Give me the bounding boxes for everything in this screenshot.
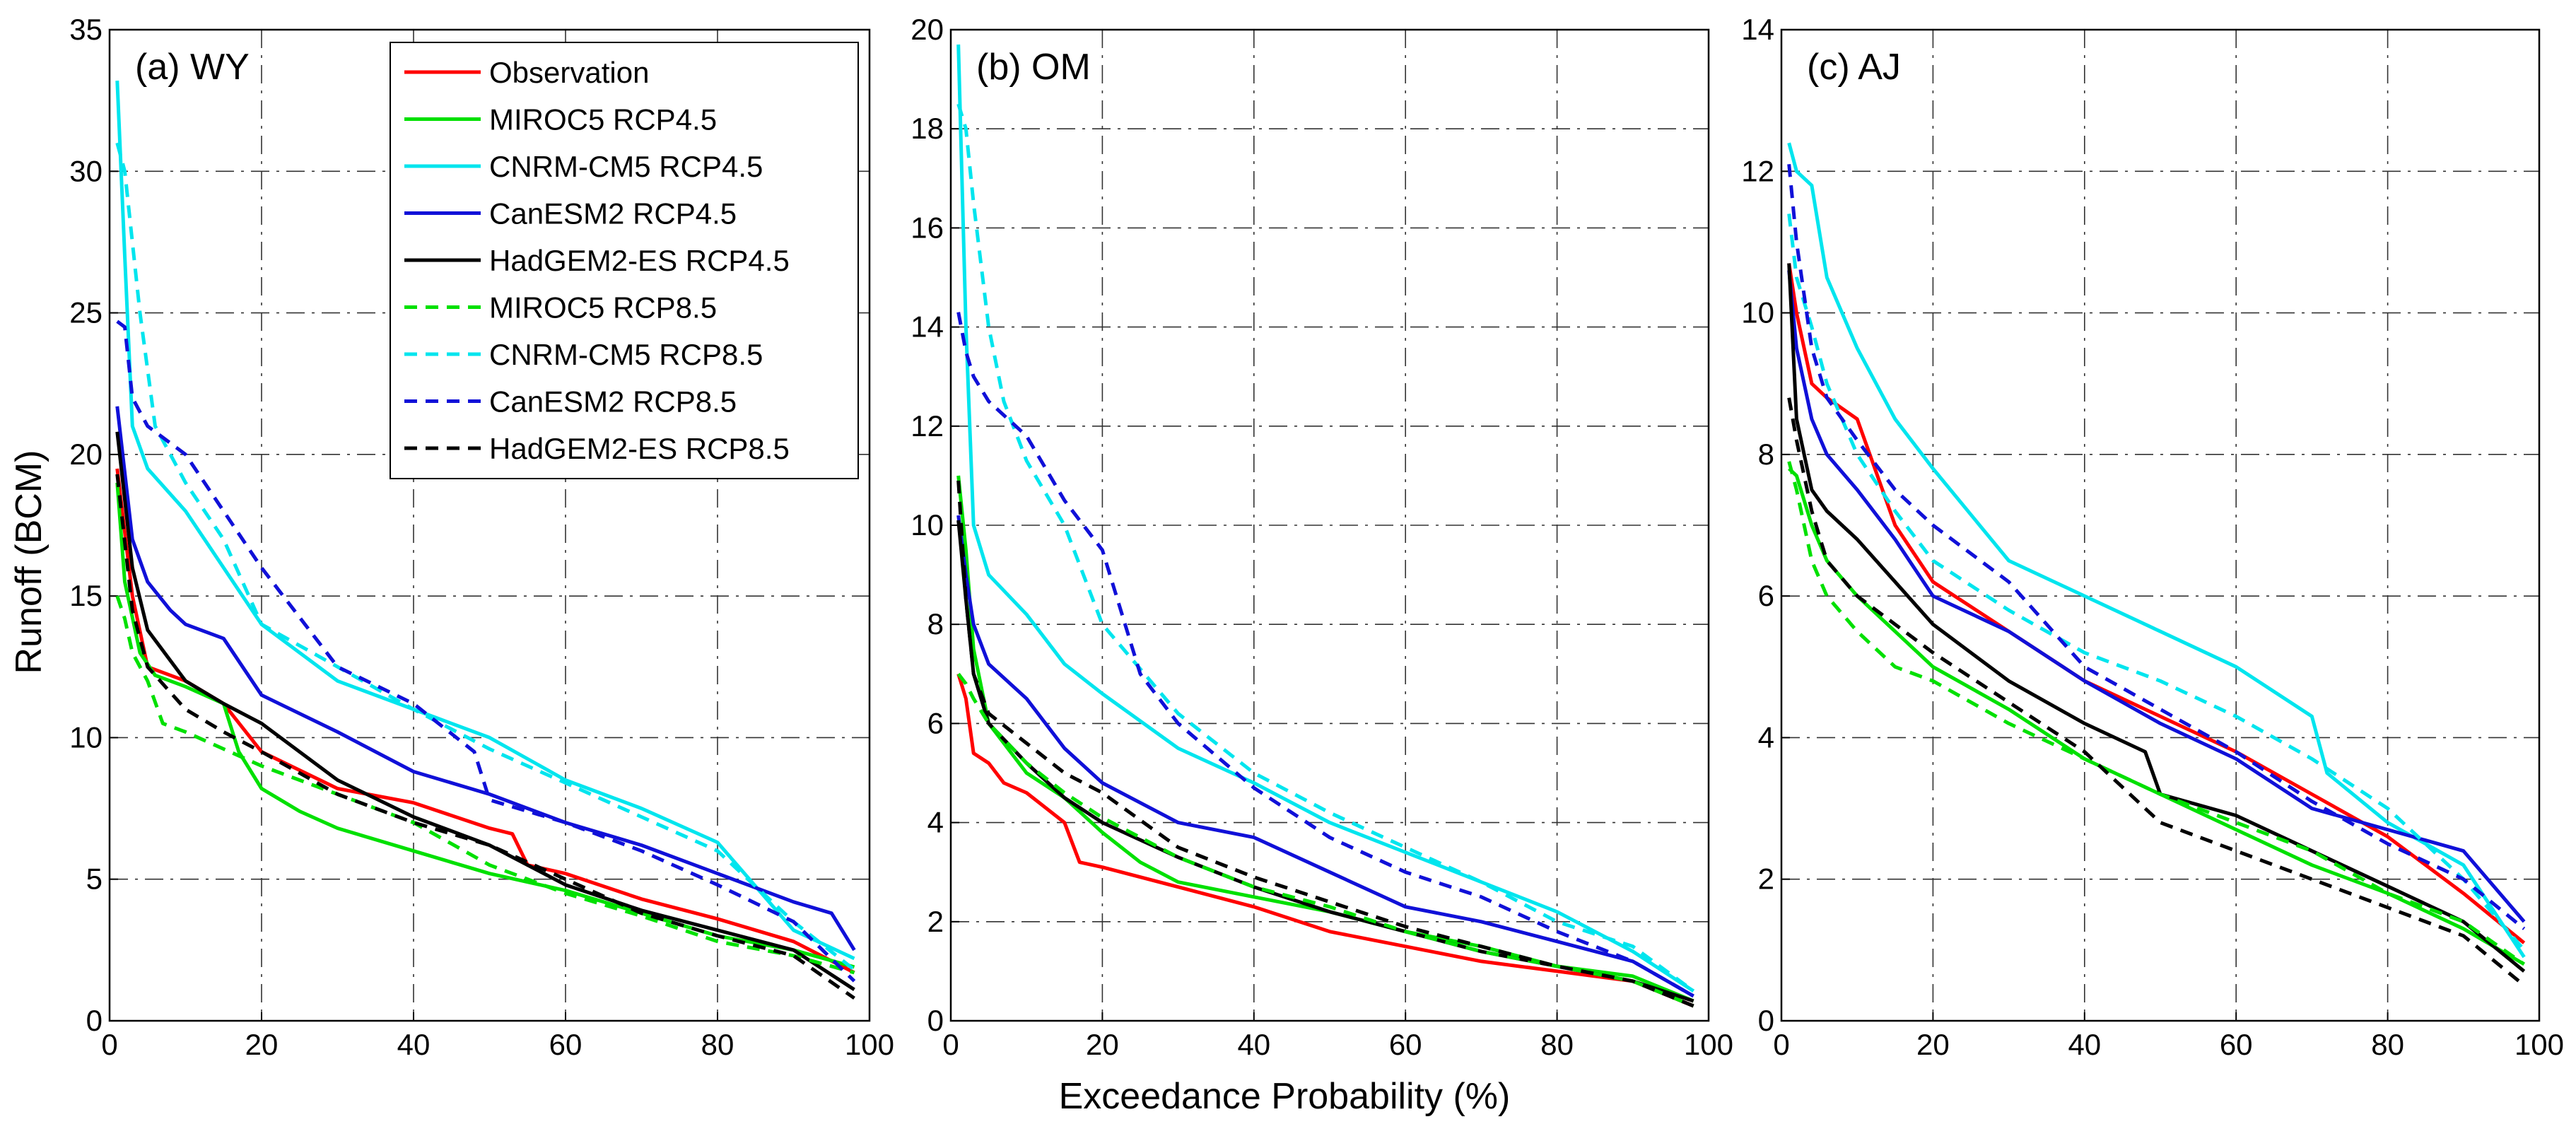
x-tick-label: 20 [245, 1028, 279, 1061]
series-line [1787, 263, 2526, 973]
x-axis-label: Exceedance Probability (%) [1059, 1076, 1511, 1117]
x-tick-label: 20 [1086, 1028, 1119, 1061]
legend: Observation MIROC5 RCP4.5 CNRM-CM5 RCP4.5 C… [390, 42, 859, 479]
series-line [1787, 164, 2526, 930]
y-tick-label: 30 [69, 154, 103, 187]
y-tick-label: 10 [911, 508, 944, 541]
axes-frame [1780, 28, 2541, 1022]
axes-frame [108, 28, 871, 1022]
y-axis-label: Runoff (BCM) [8, 450, 49, 674]
y-tick-label: 4 [1758, 720, 1774, 754]
series-line [115, 468, 855, 975]
y-tick-label: 6 [927, 706, 944, 739]
x-tick-label: 100 [2514, 1028, 2564, 1061]
legend-label: HadGEM2-ES RCP4.5 [489, 244, 790, 277]
series-line [956, 672, 1694, 1008]
axes-frame [949, 28, 1710, 1022]
y-tick-label: 25 [69, 296, 103, 329]
x-tick-label: 40 [1237, 1028, 1270, 1061]
series-line [1787, 461, 2526, 966]
y-tick-label: 8 [1758, 438, 1774, 471]
y-tick-label: 14 [1741, 13, 1774, 46]
series-line [115, 406, 856, 952]
series-line [1787, 467, 2525, 966]
series-line [1787, 270, 2526, 923]
y-tick-label: 14 [911, 310, 944, 344]
series-line [956, 44, 1694, 993]
x-tick-label: 40 [397, 1028, 431, 1061]
y-tick-label: 4 [927, 806, 944, 839]
x-tick-label: 60 [2220, 1028, 2253, 1061]
y-tick-label: 20 [69, 438, 103, 471]
x-tick-label: 40 [2068, 1028, 2101, 1061]
legend-label: CNRM-CM5 RCP4.5 [489, 150, 763, 183]
y-tick-label: 6 [1758, 579, 1774, 612]
series-line [115, 142, 856, 971]
y-tick-label: 18 [911, 112, 944, 145]
panel-label: (a) WY [135, 47, 250, 88]
series-line [116, 320, 856, 983]
series-group [115, 80, 856, 1000]
y-tick-label: 5 [86, 862, 103, 896]
series-line [956, 312, 1694, 998]
series-line [115, 474, 855, 1000]
y-tick-label: 2 [1758, 862, 1774, 896]
series-line [1787, 213, 2526, 952]
series-line [115, 595, 855, 975]
y-tick-label: 0 [1758, 1004, 1774, 1037]
panel-2: 0 20 40 60 80 100 0 2 4 6 8 10 12 14 16 18 20 (b) OM [911, 13, 1733, 1061]
series-line [956, 673, 1694, 1008]
x-tick-label: 80 [701, 1028, 734, 1061]
y-tick-label: 20 [911, 13, 944, 46]
series-line [115, 80, 855, 961]
panel-label: (b) OM [976, 47, 1091, 88]
series-line [956, 515, 1694, 998]
legend-label: CanESM2 RCP4.5 [489, 197, 737, 230]
legend-label: MIROC5 RCP4.5 [489, 103, 717, 136]
y-tick-label: 0 [86, 1004, 103, 1037]
legend-label: HadGEM2-ES RCP8.5 [489, 432, 790, 465]
legend-label: CNRM-CM5 RCP8.5 [489, 338, 763, 371]
y-tick-label: 12 [911, 409, 944, 443]
y-tick-label: 16 [911, 211, 944, 244]
x-tick-label: 100 [1684, 1028, 1733, 1061]
series-line [1787, 142, 2526, 959]
y-tick-label: 12 [1741, 154, 1774, 187]
x-tick-label: 80 [2371, 1028, 2404, 1061]
y-tick-label: 2 [927, 905, 944, 938]
series-group [956, 44, 1695, 1008]
legend-label: Observation [489, 56, 649, 89]
y-tick-label: 10 [1741, 296, 1774, 329]
series-group [1787, 142, 2526, 987]
y-tick-label: 10 [69, 720, 103, 754]
series-line [1787, 397, 2526, 987]
y-tick-label: 15 [69, 579, 103, 612]
y-tick-label: 8 [927, 607, 944, 640]
y-tick-label: 35 [69, 13, 103, 46]
x-tick-label: 60 [549, 1028, 582, 1061]
x-tick-label: 0 [101, 1028, 117, 1061]
series-line [956, 480, 1694, 1008]
x-tick-label: 100 [845, 1028, 894, 1061]
x-tick-label: 20 [1916, 1028, 1950, 1061]
x-tick-label: 0 [1773, 1028, 1789, 1061]
x-tick-label: 0 [942, 1028, 959, 1061]
x-tick-label: 60 [1389, 1028, 1422, 1061]
legend-label: MIROC5 RCP8.5 [489, 291, 717, 324]
series-line [115, 431, 855, 991]
panel-label: (c) AJ [1807, 47, 1901, 88]
panel-3: 0 20 40 60 80 100 0 2 4 6 8 10 12 14 (c) AJ [1741, 13, 2564, 1061]
x-tick-label: 80 [1540, 1028, 1574, 1061]
y-tick-label: 0 [927, 1004, 944, 1037]
legend-label: CanESM2 RCP8.5 [489, 385, 737, 418]
